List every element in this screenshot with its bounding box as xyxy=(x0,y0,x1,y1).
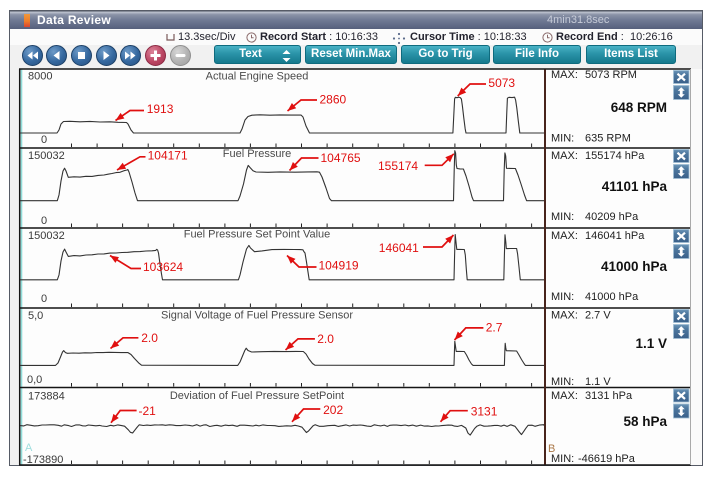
svg-text:104765: 104765 xyxy=(321,151,361,165)
svg-text:648 RPM: 648 RPM xyxy=(611,100,667,115)
svg-text:41000 hPa: 41000 hPa xyxy=(585,291,639,303)
svg-text:1.1 V: 1.1 V xyxy=(585,376,611,388)
svg-text:MAX:: MAX: xyxy=(551,310,578,322)
svg-text:0: 0 xyxy=(41,293,47,305)
svg-text:MAX:: MAX: xyxy=(551,230,578,242)
svg-text:MIN:: MIN: xyxy=(551,291,574,303)
svg-text:155174 hPa: 155174 hPa xyxy=(585,150,645,162)
svg-text:155174: 155174 xyxy=(378,159,418,173)
svg-text:Actual Engine Speed: Actual Engine Speed xyxy=(206,71,309,83)
svg-text:Fuel Pressure: Fuel Pressure xyxy=(223,148,291,160)
svg-text:MIN:: MIN: xyxy=(551,211,574,223)
svg-text:2.0: 2.0 xyxy=(141,331,158,345)
svg-text:41101 hPa: 41101 hPa xyxy=(602,179,668,194)
svg-text:1913: 1913 xyxy=(147,102,174,116)
svg-text:5073 RPM: 5073 RPM xyxy=(585,69,637,81)
svg-text:103624: 103624 xyxy=(143,260,183,274)
svg-text:0: 0 xyxy=(41,134,47,146)
svg-text:5073: 5073 xyxy=(488,76,515,90)
svg-text:MIN:: MIN: xyxy=(551,453,574,465)
svg-text:MIN:: MIN: xyxy=(551,376,574,388)
svg-text:0: 0 xyxy=(41,215,47,227)
svg-text:-46619 hPa: -46619 hPa xyxy=(578,453,636,465)
svg-text:3131 hPa: 3131 hPa xyxy=(585,390,633,402)
svg-text:146041: 146041 xyxy=(379,241,419,255)
svg-text:58 hPa: 58 hPa xyxy=(623,414,667,429)
svg-text:MAX:: MAX: xyxy=(551,150,578,162)
svg-text:Fuel Pressure Set Point Value: Fuel Pressure Set Point Value xyxy=(184,229,331,241)
svg-text:41000 hPa: 41000 hPa xyxy=(601,259,668,274)
svg-text:146041 hPa: 146041 hPa xyxy=(585,230,645,242)
svg-text:635 RPM: 635 RPM xyxy=(585,133,631,145)
svg-text:2.0: 2.0 xyxy=(317,332,334,346)
svg-text:A: A xyxy=(25,442,33,454)
svg-text:150032: 150032 xyxy=(28,230,65,242)
svg-text:3131: 3131 xyxy=(471,405,498,419)
svg-text:5,0: 5,0 xyxy=(28,310,43,322)
svg-text:MAX:: MAX: xyxy=(551,69,578,81)
svg-text:8000: 8000 xyxy=(28,71,52,83)
svg-text:1.1 V: 1.1 V xyxy=(635,336,667,351)
svg-text:2.7 V: 2.7 V xyxy=(585,310,611,322)
svg-text:2.7: 2.7 xyxy=(486,321,503,335)
svg-text:104919: 104919 xyxy=(319,259,359,273)
svg-text:173884: 173884 xyxy=(28,391,65,403)
svg-text:2860: 2860 xyxy=(320,93,347,107)
svg-text:Deviation of Fuel Pressure Set: Deviation of Fuel Pressure SetPoint xyxy=(170,390,344,402)
svg-text:150032: 150032 xyxy=(28,150,65,162)
svg-text:-21: -21 xyxy=(139,404,157,418)
svg-text:B: B xyxy=(548,443,555,455)
svg-text:MAX:: MAX: xyxy=(551,390,578,402)
svg-text:40209 hPa: 40209 hPa xyxy=(585,211,639,223)
svg-text:202: 202 xyxy=(323,403,343,417)
svg-text:0,0: 0,0 xyxy=(27,374,42,386)
svg-text:104171: 104171 xyxy=(148,149,188,163)
svg-text:MIN:: MIN: xyxy=(551,133,574,145)
svg-text:-173890: -173890 xyxy=(23,454,63,466)
svg-text:Signal Voltage of Fuel Pressur: Signal Voltage of Fuel Pressure Sensor xyxy=(161,310,353,322)
